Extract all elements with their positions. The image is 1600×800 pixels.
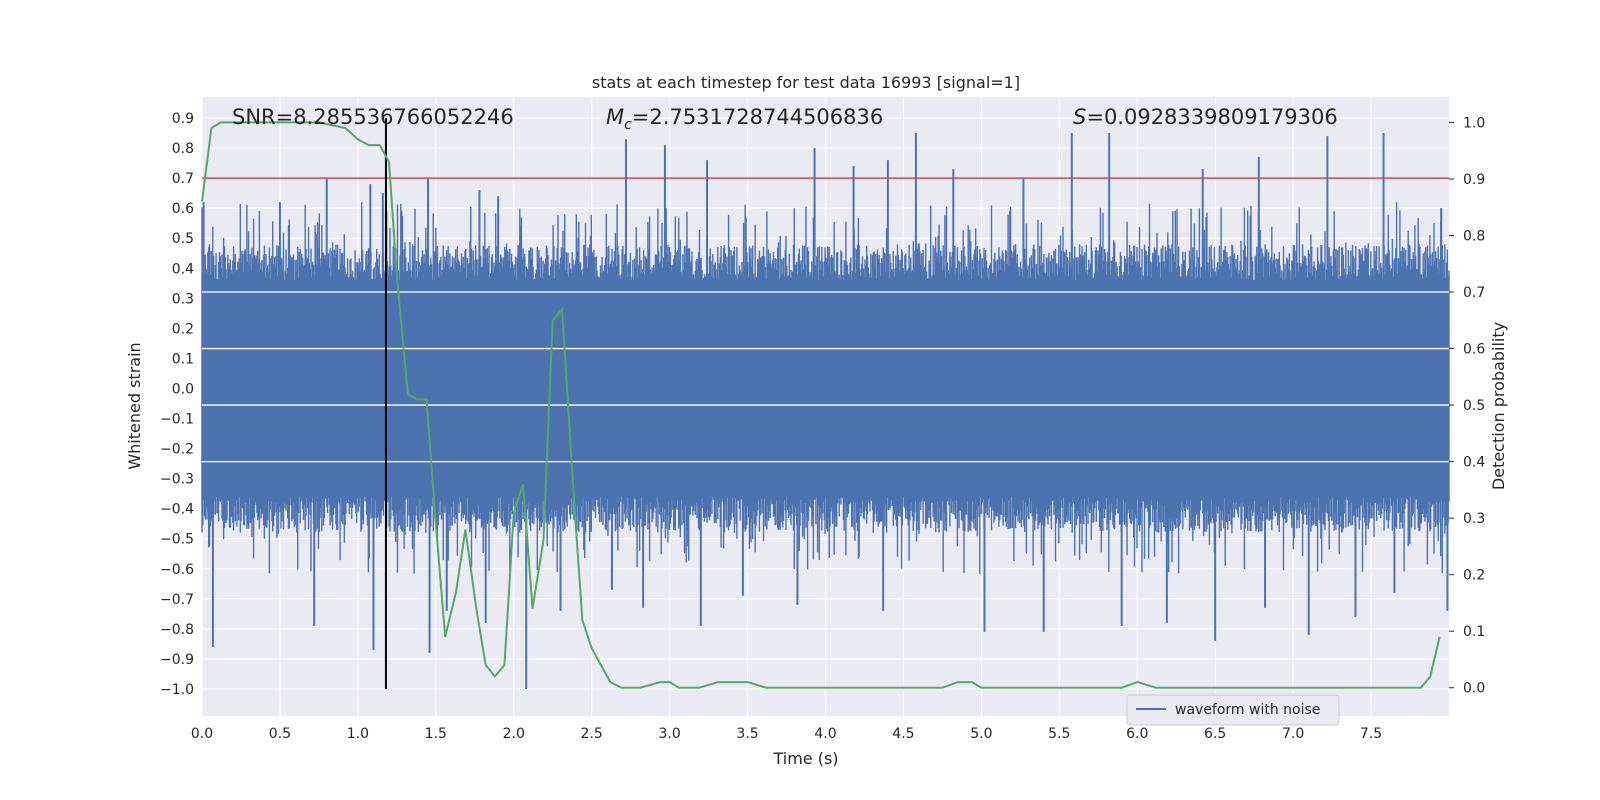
y-tick-label: −0.1 [160, 412, 194, 428]
x-tick-label: 4.5 [892, 726, 914, 742]
y-tick-label: 0.2 [172, 321, 194, 337]
y2-tick-label: 0.7 [1463, 285, 1485, 301]
x-tick-label: 6.5 [1204, 726, 1226, 742]
x-tick-label: 0.5 [269, 726, 291, 742]
y-tick-label: −0.4 [160, 502, 194, 518]
y-tick-label: −0.8 [160, 622, 194, 638]
y2-tick-label: 0.0 [1463, 681, 1485, 697]
y2-tick-label: 0.4 [1463, 455, 1485, 471]
mc-symbol: M [606, 105, 624, 129]
y2-tick-label: 0.1 [1463, 624, 1485, 640]
x-tick-label: 3.5 [736, 726, 758, 742]
y-tick-label: 0.7 [172, 171, 194, 187]
x-tick-label: 0.0 [191, 726, 213, 742]
s-symbol: S [1073, 105, 1086, 129]
y2-tick-label: 0.2 [1463, 568, 1485, 584]
x-tick-label: 1.0 [347, 726, 369, 742]
y2-tick-label: 0.8 [1463, 228, 1485, 244]
y-tick-label: 0.0 [172, 381, 194, 397]
x-tick-label: 2.5 [581, 726, 603, 742]
left-axis: 0.9 0.8 0.7 0.6 0.5 0.4 0.3 0.2 0.1 0.0 −0.1 −0.2 −0… [160, 111, 194, 698]
y-tick-label: −1.0 [160, 682, 194, 698]
x-tick-label: 6.0 [1126, 726, 1148, 742]
y-tick-label: −0.5 [160, 532, 194, 548]
y2-tick-label: 0.6 [1463, 342, 1485, 358]
legend: waveform with noise [1126, 694, 1340, 726]
legend-box [1126, 694, 1340, 726]
y2-tick-label: 1.0 [1463, 115, 1485, 131]
s-value: =0.0928339809179306 [1086, 105, 1337, 129]
mc-subscript: c [624, 117, 632, 133]
y-tick-label: −0.6 [160, 562, 194, 578]
y2-tick-label: 0.9 [1463, 172, 1485, 188]
waveform-band [202, 292, 1449, 461]
y2-tick-label: 0.5 [1463, 398, 1485, 414]
y-tick-label: −0.9 [160, 652, 194, 668]
y-tick-label: 0.8 [172, 141, 194, 157]
y2-axis-label: Detection probability [1489, 322, 1508, 490]
s-annotation: S=0.0928339809179306 [1073, 105, 1338, 129]
x-tick-label: 2.0 [503, 726, 525, 742]
waveform-series [201, 133, 1450, 689]
y-tick-label: 0.6 [172, 201, 194, 217]
overlay [201, 118, 1449, 689]
y-tick-label: 0.4 [172, 261, 194, 277]
mc-value: =2.7531728744506836 [632, 105, 883, 129]
y-tick-label: 0.9 [172, 111, 194, 127]
snr-annotation: SNR=8.285536766052246 [232, 105, 514, 129]
x-tick-label: 7.5 [1360, 726, 1382, 742]
y2-tick-label: 0.3 [1463, 511, 1485, 527]
y-tick-label: −0.2 [160, 442, 194, 458]
chart-title: stats at each timestep for test data 169… [592, 73, 1020, 92]
x-axis: 0.0 0.5 1.0 1.5 2.0 2.5 3.0 3.5 4.0 4.5 5.0 5.5 6.0 6… [191, 726, 1382, 742]
x-tick-label: 1.5 [425, 726, 447, 742]
y-tick-label: −0.3 [160, 472, 194, 488]
y-tick-label: 0.3 [172, 291, 194, 307]
detection-probability-line [201, 121, 1441, 689]
x-tick-label: 4.0 [814, 726, 836, 742]
chirp-mass-annotation: Mc=2.7531728744506836 [606, 105, 883, 133]
y-tick-label: 0.5 [172, 231, 194, 247]
x-axis-label: Time (s) [772, 749, 838, 768]
y-axis-label: Whitened strain [125, 342, 144, 469]
x-tick-label: 3.0 [658, 726, 680, 742]
y-tick-label: 0.1 [172, 351, 194, 367]
y-tick-label: −0.7 [160, 592, 194, 608]
x-tick-label: 5.5 [1048, 726, 1070, 742]
right-axis: 1.0 0.9 0.8 0.7 0.6 0.5 0.4 0.3 0.2 0.1 0.0 [1449, 115, 1485, 697]
x-tick-label: 7.0 [1282, 726, 1304, 742]
legend-entry: waveform with noise [1175, 702, 1320, 718]
x-tick-label: 5.0 [970, 726, 992, 742]
